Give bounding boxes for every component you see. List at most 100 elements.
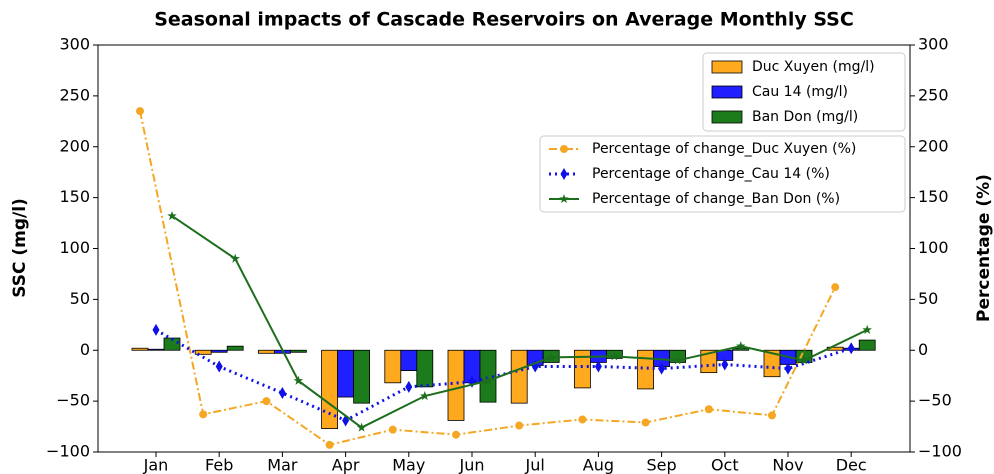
line-marker xyxy=(483,375,493,385)
legend-label: Ban Don (mg/l) xyxy=(752,109,858,125)
y-tick-label: 200 xyxy=(59,136,90,155)
line-marker xyxy=(672,355,683,365)
line-marker xyxy=(721,358,729,371)
line-marker xyxy=(230,253,240,263)
line-marker xyxy=(704,405,713,414)
line-marker xyxy=(136,107,144,116)
legend-swatch xyxy=(711,110,743,124)
y2-tick-label: 250 xyxy=(918,85,949,104)
bar xyxy=(337,349,355,398)
y2-tick-label: 300 xyxy=(918,35,949,54)
bar xyxy=(257,349,275,354)
legend-label: Cau 14 (mg/l) xyxy=(752,84,848,100)
legend-box xyxy=(702,52,906,132)
line-marker xyxy=(452,430,460,439)
y-tick-label: −100 xyxy=(46,442,90,461)
bar xyxy=(858,339,876,351)
bar xyxy=(400,349,418,372)
line-marker xyxy=(784,362,792,375)
line-marker xyxy=(262,397,271,406)
x-tick-label: May xyxy=(392,456,425,474)
y2-axis-label: Percentage (%) xyxy=(974,174,994,322)
line xyxy=(139,110,837,446)
line-marker xyxy=(152,323,160,336)
legend-box xyxy=(539,135,906,213)
line-marker xyxy=(862,324,872,334)
x-tick-label: Sep xyxy=(647,456,677,474)
line-marker xyxy=(736,341,746,351)
line-marker xyxy=(658,362,666,375)
line-marker xyxy=(560,168,568,180)
line-marker xyxy=(799,355,809,365)
legend-label: Duc Xuyen (mg/l) xyxy=(752,59,875,75)
bar xyxy=(147,348,165,351)
y2-tick-label: −50 xyxy=(918,391,952,410)
bar xyxy=(194,349,212,355)
y-axis-label: SSC (mg/l) xyxy=(10,198,30,298)
bar xyxy=(289,349,307,353)
line-marker xyxy=(388,425,397,434)
line-marker xyxy=(578,415,587,424)
y-tick-label: −50 xyxy=(56,391,90,410)
legend-label: Percentage of change_Cau 14 (%) xyxy=(592,166,830,182)
plot-frame xyxy=(97,44,911,453)
line-marker xyxy=(199,410,208,419)
line-marker xyxy=(609,351,620,361)
line-marker xyxy=(325,440,334,449)
line-marker xyxy=(546,352,556,362)
bar xyxy=(384,349,402,384)
bar xyxy=(574,349,591,389)
bar xyxy=(510,349,528,404)
bar xyxy=(163,337,181,351)
y2-tick-label: 50 xyxy=(918,289,938,308)
x-tick-label: Jul xyxy=(525,456,545,474)
y-tick-label: 0 xyxy=(80,340,90,359)
line-marker xyxy=(831,283,840,292)
line-marker xyxy=(405,380,413,393)
bar xyxy=(210,349,228,353)
x-tick-label: Feb xyxy=(205,456,233,474)
line-marker xyxy=(278,386,286,399)
bar xyxy=(226,345,244,351)
bar xyxy=(353,349,371,404)
x-tick-label: Oct xyxy=(711,456,739,474)
line-marker xyxy=(594,360,602,373)
y-tick-label: 100 xyxy=(59,238,90,257)
y2-tick-label: −100 xyxy=(918,442,962,461)
line-marker xyxy=(356,422,367,432)
bar xyxy=(637,349,654,390)
x-tick-label: Nov xyxy=(772,456,803,474)
line-marker xyxy=(560,145,568,153)
y2-tick-label: 150 xyxy=(918,187,949,206)
line-marker xyxy=(768,411,776,420)
bar xyxy=(732,347,750,351)
legend-label: Percentage of change_Duc Xuyen (%) xyxy=(592,141,856,157)
bar xyxy=(131,347,149,351)
x-tick-label: Apr xyxy=(332,456,360,474)
legend-swatch xyxy=(711,85,743,99)
line-marker xyxy=(215,360,223,373)
line-marker xyxy=(420,391,430,401)
line-marker xyxy=(167,210,177,220)
x-tick-label: Jun xyxy=(459,456,485,474)
y-tick-label: 250 xyxy=(59,85,90,104)
bar xyxy=(700,349,718,374)
x-tick-label: Aug xyxy=(583,456,614,474)
chart-title: Seasonal impacts of Cascade Reservoirs o… xyxy=(154,9,854,31)
y2-tick-label: 200 xyxy=(918,136,949,155)
y-tick-label: 300 xyxy=(59,35,90,54)
y2-tick-label: 0 xyxy=(918,340,928,359)
y-tick-label: 50 xyxy=(70,289,90,308)
line-marker xyxy=(559,194,569,204)
line xyxy=(171,215,868,429)
legend-label: Percentage of change_Ban Don (%) xyxy=(592,191,840,207)
x-tick-label: Dec xyxy=(836,456,867,474)
y-tick-label: 150 xyxy=(59,187,90,206)
legend-swatch xyxy=(711,60,743,74)
line-marker xyxy=(847,342,855,355)
line-marker xyxy=(293,375,304,385)
line-marker xyxy=(641,418,650,427)
line-marker xyxy=(515,421,524,430)
bar xyxy=(447,349,465,421)
